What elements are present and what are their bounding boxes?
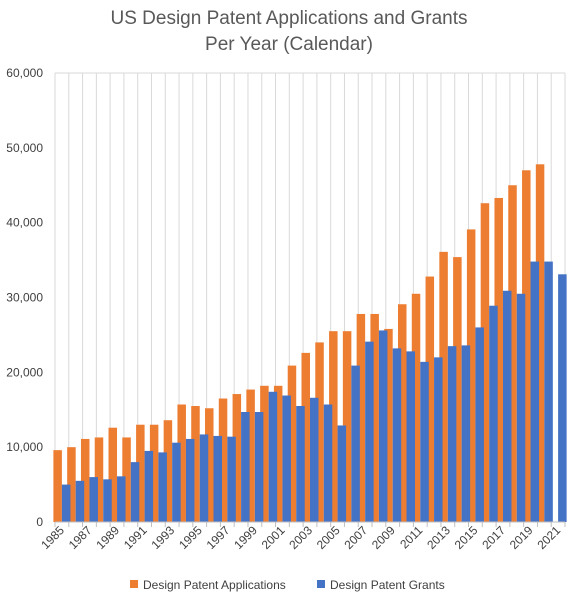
grants-bar-2010 [406,351,415,522]
grants-bar-1990 [131,462,140,522]
grants-bar-1996 [214,436,223,522]
grants-bar-2008 [379,330,388,522]
grants-bar-1998 [241,412,250,522]
grants-bar-2015 [475,327,484,522]
legend-swatch-applications [130,580,138,588]
legend-label-applications: Design Patent Applications [143,578,286,592]
grants-bar-1997 [227,437,236,522]
grants-bar-1995 [200,434,209,522]
grants-bar-2017 [503,291,512,522]
grants-bar-2005 [338,425,347,522]
grants-bar-2006 [351,366,360,522]
y-tick-label: 20,000 [6,365,43,379]
chart-title-line-2: Per Year (Calendar) [205,34,373,55]
grants-bar-2003 [310,398,319,522]
grants-bar-2014 [462,345,471,522]
legend-swatch-grants [317,580,325,588]
applications-bar-1985 [53,450,62,522]
grants-bar-2013 [448,346,457,522]
grants-bar-1992 [158,452,167,522]
grants-bar-2020 [544,262,553,522]
grants-bar-2002 [296,406,305,522]
grants-bar-1988 [103,479,112,522]
grants-bar-1985 [62,485,71,522]
y-tick-label: 30,000 [6,291,43,305]
grants-bar-1999 [255,412,263,522]
grants-bar-1991 [145,451,154,522]
grants-bar-1994 [186,439,195,522]
grants-bar-1986 [76,481,85,522]
y-tick-label: 60,000 [6,66,43,80]
grants-bar-2004 [324,405,333,522]
grants-bar-2012 [434,357,443,522]
grants-bar-1989 [117,476,126,522]
y-tick-label: 10,000 [6,440,43,454]
grants-bar-1993 [172,443,181,522]
grants-bar-2018 [517,294,526,522]
grants-bar-2009 [393,348,402,522]
grants-bar-2001 [282,396,291,522]
grants-bar-2021 [558,274,567,522]
grants-bar-2011 [420,362,429,522]
chart-title-line-1: US Design Patent Applications and Grants [111,8,468,29]
grants-bar-2000 [269,392,278,522]
grants-bar-2019 [531,262,540,522]
grants-bar-2007 [365,342,374,522]
grants-bar-2016 [489,306,498,522]
y-tick-label: 50,000 [6,141,43,155]
y-tick-label: 40,000 [6,216,43,230]
y-tick-label: 0 [36,515,43,529]
grants-bar-1987 [89,477,98,522]
legend-label-grants: Design Patent Grants [330,578,445,592]
